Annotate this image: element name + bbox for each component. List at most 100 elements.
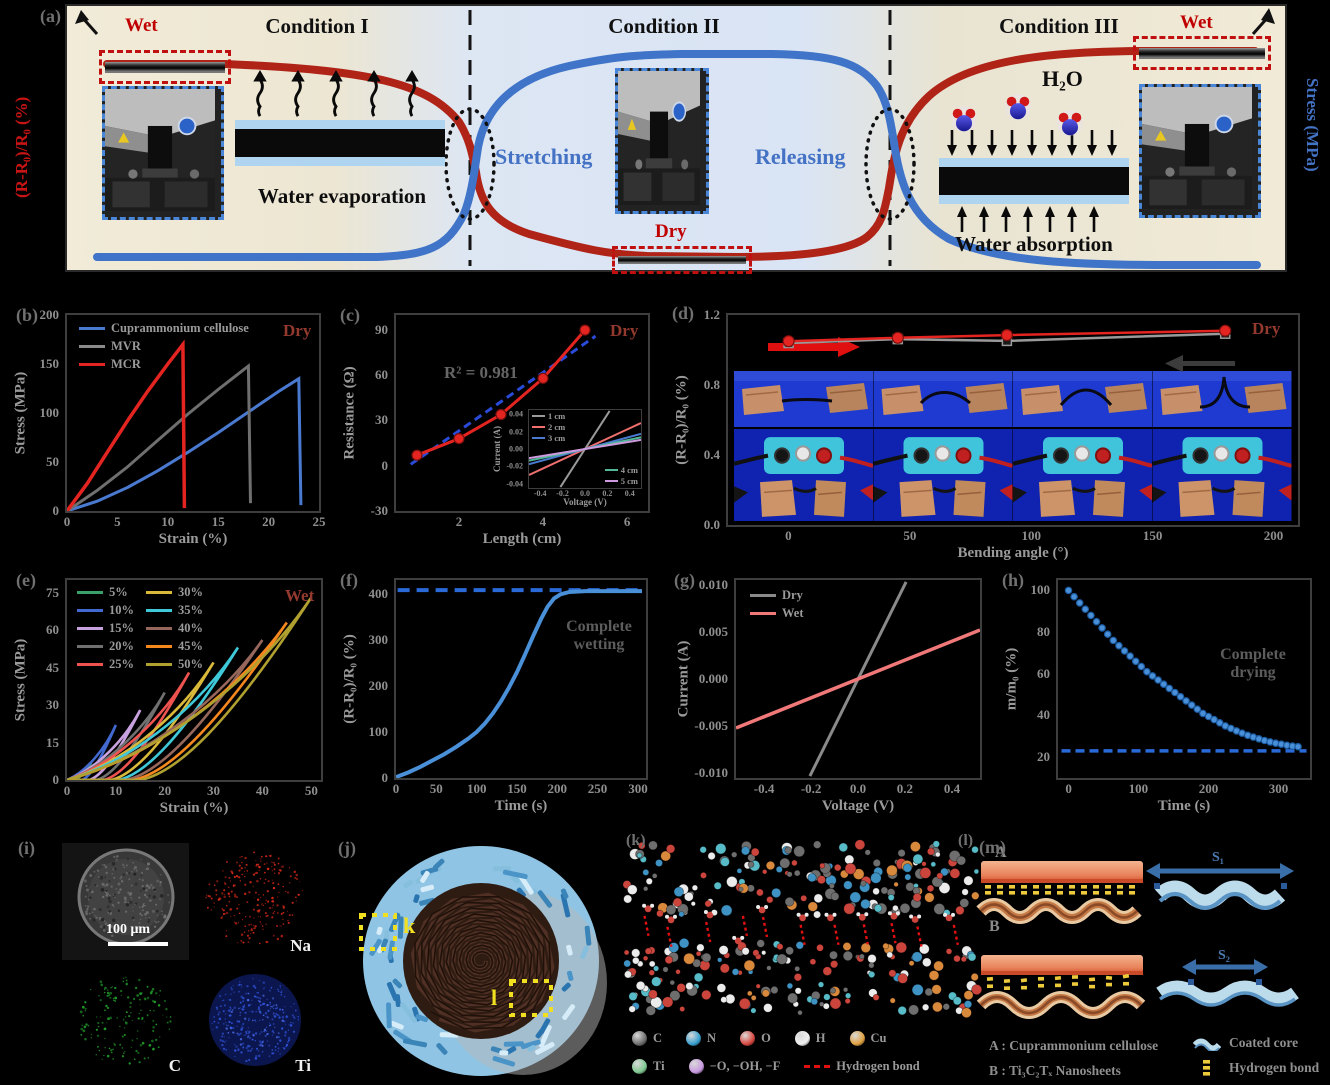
backward-arrow-icon [1183,361,1235,366]
legend-label: Cu [870,1031,887,1045]
forward-arrow-icon [768,343,838,351]
tick-label: 0.0 [703,517,720,532]
tick-label: 15 [46,734,59,750]
legend-coated-core-text: Coated core [1229,1035,1299,1050]
tick-label: 40 [255,783,269,798]
panel-e-ylabel: Stress (MPa) [12,638,29,722]
panel-f-series [396,588,643,778]
panel-h-chart: Complete drying 100 80 60 40 20 0 100 200 300 m… [1000,564,1330,830]
tick-label: 20 [262,514,276,529]
tick-label: 10 [109,783,123,798]
md-snapshot: (k) (l) [622,832,983,1018]
legend-swatch-icon [532,426,545,428]
tick-label: 0.4 [703,447,720,463]
panel-m-label: (m) [979,837,1006,857]
tick-label: 250 [587,781,608,796]
legend-layer-b: B : Ti₃C₂Tₓ Nanosheets [989,1063,1121,1079]
panel-i-label: (i) [18,838,35,858]
machine-photo [618,71,700,205]
x-axis-ticks: 0 100 200 300 [1058,778,1310,798]
legend-item: 2 cm [532,422,565,432]
water-molecule-icon [1005,94,1031,120]
water-molecule-icon [951,106,977,132]
panel-k-label: (k) [626,832,646,849]
legend-label: Wet [782,606,804,620]
panel-c-chart: R² = 0.981 Dry 90 60 30 0 -30 2 4 6 Resistance… [338,299,668,561]
tick-label: 30 [375,412,388,428]
legend-swatch-icon [750,594,776,597]
tick-label: 60 [375,367,388,383]
legend-label: 35% [178,603,203,617]
tensile-tester-photo-left [102,86,224,220]
legend-item: 1 cm [532,411,565,421]
legend-coated-core: Coated core [1193,1035,1298,1051]
legend-item: C [632,1031,662,1046]
legend-label: H [815,1031,826,1045]
panel-j-cross-section: k l [333,833,630,1085]
panel-g-xlabel: Voltage (V) [821,798,895,814]
legend-swatch-icon [146,663,172,666]
legend-swatch-icon [77,645,103,648]
legend-label: 5% [109,585,128,599]
legend-item: MCR [79,357,249,372]
panel-b-xlabel: Strain (%) [158,531,228,547]
x-axis-ticks: -0.4 -0.2 0.0 0.2 0.4 [529,488,641,508]
legend-swatch-icon [750,612,776,615]
tick-label: 6 [623,514,631,529]
legend-label: 20% [109,639,134,653]
legend-swatch-icon [146,591,172,594]
x-axis-ticks: 0 10 20 30 40 50 [64,780,321,800]
hydrogen-bonds-dense [985,885,1135,895]
region-k-label: k [403,913,416,938]
tick-label: 300 [1268,781,1289,796]
stress-curve [93,50,1261,269]
tick-label: 0.0 [580,489,590,498]
tick-label: 150 [39,356,60,371]
tick-label: -0.010 [694,765,728,781]
atom-legend-row-1: C N O H Cu [632,1031,887,1046]
region-l-box [509,979,553,1017]
legend-label: MCR [111,357,141,371]
tick-label: 50 [429,781,443,796]
mechanism-diagram-relaxed: A B S₁ [976,844,1294,935]
tick-label: 400 [368,585,389,601]
panel-d-xlabel: Bending angle (°) [957,545,1069,561]
atom-legend-row-2: Ti −O, −OH, −F Hydrogen bond [632,1059,920,1074]
legend-item: 50% [146,656,203,673]
tick-label: 90 [375,322,388,338]
element-label-c: C [168,1056,181,1075]
legend-label: −O, −OH, −F [709,1059,781,1073]
y-axis-ticks: 200 150 100 50 0 [17,307,63,518]
fiber-cross-section-illustration: k l [359,846,607,1076]
legend-label: MVR [111,339,141,353]
y-axis-ticks: 400 300 200 100 0 [346,580,392,785]
panel-d-plot: Dry 1.2 0.8 0.4 0.0 0 50 100 150 200 (R-R₀)/R₀ … [674,307,1300,561]
legend-item: 30% [146,584,203,601]
legend-label: 5 cm [620,476,638,486]
legend-item: 10% [77,602,134,619]
panel-c-label: (c) [340,305,360,325]
legend-item: 15% [77,620,134,637]
panel-c-inset-chart: 1 cm 2 cm 3 cm 4 cm 5 cm 0.04 0.02 0.00 -0.02 -… [488,407,668,511]
panel-b-chart: Cuprammonium cellulose MVR MCR Dry 200 150 1… [13,299,335,561]
tick-label: 0 [381,457,389,473]
fiber-schematic-right [939,94,1129,232]
stretching-label: Stretching [495,144,593,169]
legend-swatch-icon [77,591,103,594]
condition-2-title: Condition II [608,14,720,38]
legend-item: Wet [750,606,804,621]
tick-label: 0 [785,528,792,543]
scale-bar-label: 100 μm [106,922,151,937]
legend-swatch-icon [146,627,172,630]
legend-item: N [686,1031,716,1046]
legend-swatch-icon [740,1031,756,1046]
water-molecule-icon [1057,110,1083,136]
panel-h-label: (h) [1002,570,1024,590]
panel-h-ylabel: m/m₀ (%) [1003,647,1020,711]
mechanism-diagram-stretched: S₂ [976,948,1299,1019]
legend-label: 45% [178,639,203,653]
panel-f-xlabel: Time (s) [494,798,548,814]
hydrogen-bond-icon [1203,1060,1210,1076]
panel-e-legend: 5% 10% 15% 20% 25% 30% 35% 40% 45% 50% [77,584,203,673]
